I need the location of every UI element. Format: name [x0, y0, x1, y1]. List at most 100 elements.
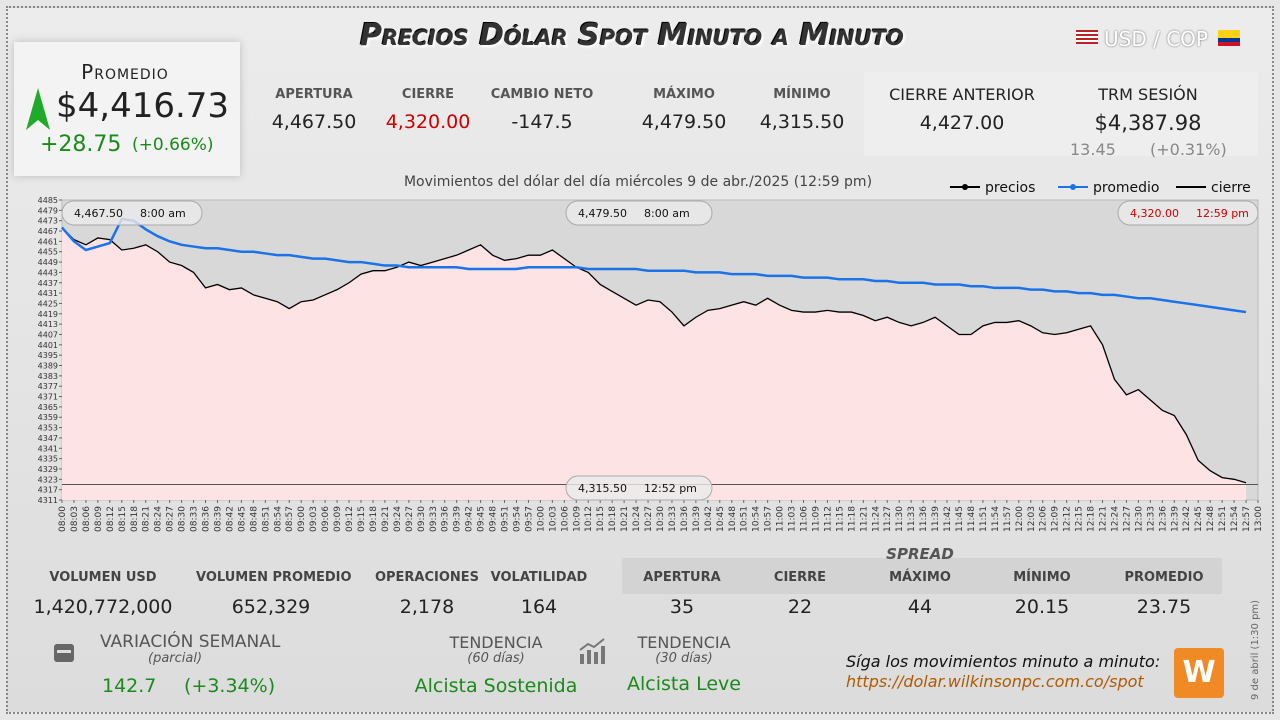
x-tick-label: 08:48: [249, 506, 259, 532]
promedio-value: $4,416.73: [56, 86, 230, 126]
y-tick-label: 4359: [38, 413, 58, 422]
x-tick-label: 10:12: [584, 506, 594, 532]
footer-url[interactable]: https://dolar.wilkinsonpc.com.co/spot: [846, 672, 1144, 691]
series-line: [61, 217, 1247, 314]
x-tick-label: 09:30: [417, 506, 427, 532]
spread-label: APERTURA: [643, 570, 721, 585]
y-tick-label: 4443: [38, 268, 58, 277]
trm-pct: (+0.31%): [1150, 140, 1227, 159]
x-tick-label: 11:45: [955, 506, 965, 532]
title: Precios Dólar Spot Minuto a Minuto: [360, 18, 904, 53]
stat-label: MÍNIMO: [773, 87, 831, 102]
y-tick-label: 4371: [38, 393, 58, 402]
callout-value: 4,467.50: [74, 207, 123, 220]
trend30-label: TENDENCIA: [637, 633, 731, 652]
x-tick-label: 09:39: [453, 506, 463, 532]
x-tick-label: 09:21: [381, 506, 391, 532]
x-tick-label: 11:51: [979, 506, 989, 532]
x-tick-label: 10:30: [656, 506, 666, 532]
callout-time: 8:00 am: [644, 207, 690, 220]
previous-label: CIERRE ANTERIOR: [889, 85, 1035, 104]
x-tick-label: 13:00: [1254, 506, 1264, 532]
x-tick-label: 11:36: [919, 506, 929, 532]
x-tick-label: 08:36: [202, 506, 212, 532]
co-flag: [1218, 30, 1240, 46]
callout-time: 8:00 am: [140, 207, 186, 220]
x-tick-label: 08:51: [261, 506, 271, 532]
y-tick-label: 4323: [38, 475, 58, 484]
legend-label: precios: [985, 180, 1035, 196]
x-tick-label: 11:15: [835, 506, 845, 532]
volume-value: 1,420,772,000: [33, 596, 173, 618]
legend-label: promedio: [1093, 180, 1160, 196]
trm-label: TRM SESIÓN: [1098, 85, 1198, 104]
legend-dot: [1070, 184, 1076, 190]
y-tick-label: 4407: [38, 330, 58, 339]
x-tick-label: 12:42: [1182, 506, 1192, 532]
x-tick-label: 09:06: [321, 506, 331, 532]
y-tick-label: 4449: [38, 258, 58, 267]
x-tick-label: 12:15: [1075, 506, 1085, 532]
x-tick-label: 10:06: [560, 506, 570, 532]
legend-label: cierre: [1211, 180, 1251, 196]
y-tick-label: 4425: [38, 299, 58, 308]
spread-title: SPREAD: [886, 545, 954, 563]
x-tick-label: 08:57: [285, 506, 295, 532]
x-tick-label: 09:27: [405, 506, 415, 532]
weekly-sub: (parcial): [148, 651, 203, 666]
x-tick-label: 09:00: [297, 506, 307, 532]
x-tick-label: 09:36: [441, 506, 451, 532]
trend-icon: [579, 638, 605, 664]
spread-label: MÁXIMO: [889, 570, 951, 585]
y-tick-label: 4413: [38, 320, 58, 329]
x-tick-label: 11:48: [967, 506, 977, 532]
x-tick-label: 10:57: [764, 506, 774, 532]
x-tick-label: 11:24: [871, 506, 881, 532]
callout-value: 4,320.00: [1130, 207, 1179, 220]
y-tick-label: 4467: [38, 227, 58, 236]
x-tick-label: 09:12: [345, 506, 355, 532]
x-tick-label: 11:54: [991, 506, 1001, 532]
pair: USD / COP: [1104, 27, 1208, 51]
spread-value: 35: [669, 596, 695, 618]
x-tick-label: 10:51: [740, 506, 750, 532]
weekly-value: 142.7: [102, 675, 157, 697]
x-tick-label: 12:27: [1122, 506, 1132, 532]
x-tick-label: 12:51: [1218, 506, 1228, 532]
x-tick-label: 08:33: [190, 506, 200, 532]
x-tick-label: 09:54: [512, 506, 522, 532]
stat-label: CIERRE: [401, 87, 455, 102]
x-tick-label: 12:18: [1087, 506, 1097, 532]
x-tick-label: 12:39: [1170, 506, 1180, 532]
x-tick-label: 08:15: [118, 506, 128, 532]
callout-time: 12:52 pm: [644, 482, 697, 495]
volume-label: VOLATILIDAD: [490, 570, 588, 585]
callout: [1117, 200, 1259, 226]
spread-value: 23.75: [1136, 596, 1192, 618]
x-tick-label: 12:24: [1110, 506, 1120, 532]
y-tick-label: 4419: [38, 310, 58, 319]
y-tick-label: 4455: [38, 248, 58, 257]
promedio-pct: (+0.66%): [132, 135, 214, 155]
stat-value: -147.5: [511, 111, 573, 133]
spread-box: [622, 558, 1222, 594]
callout: [565, 475, 713, 501]
x-tick-label: 12:06: [1039, 506, 1049, 532]
x-tick-label: 11:09: [811, 506, 821, 532]
footer-date: 9 de abril (1:30 pm): [1250, 599, 1261, 700]
x-tick-label: 09:33: [429, 506, 439, 532]
chart: Movimientos del dólar del día miércoles …: [38, 174, 1264, 532]
y-tick-label: 4311: [38, 496, 58, 505]
y-tick-label: 4353: [38, 424, 58, 433]
us-flag: [1076, 30, 1098, 44]
trend60-sub: (60 días): [467, 651, 525, 666]
x-tick-label: 11:30: [895, 506, 905, 532]
x-tick-label: 10:45: [716, 506, 726, 532]
x-tick-label: 09:42: [465, 506, 475, 532]
x-tick-label: 12:54: [1230, 506, 1240, 532]
spread-label: CIERRE: [773, 570, 827, 585]
x-tick-label: 12:30: [1134, 506, 1144, 532]
x-tick-label: 09:24: [393, 506, 403, 532]
x-tick-label: 08:39: [213, 506, 223, 532]
volume-label: VOLUMEN PROMEDIO: [196, 570, 352, 585]
